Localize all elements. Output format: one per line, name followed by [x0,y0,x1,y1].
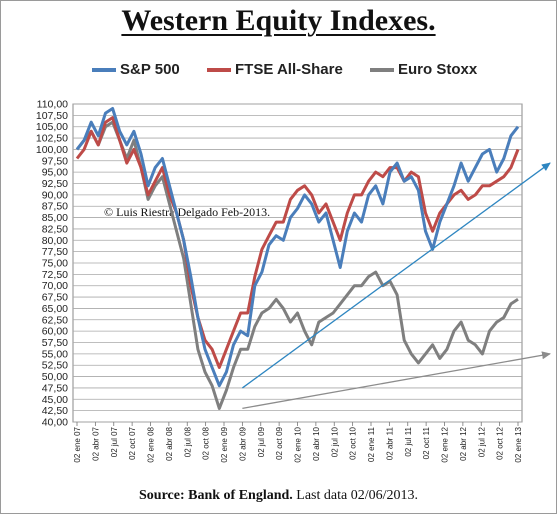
x-tick-label: 02 jul 10 [330,426,339,457]
x-tick-label: 02 abr 09 [238,426,247,460]
y-tick-label: 42,50 [42,405,68,417]
y-tick-label: 82,50 [42,223,68,235]
x-tick-label: 02 jul 07 [110,426,119,457]
x-tick-label: 02 ene 13 [514,426,523,462]
y-tick-label: 40,00 [42,417,68,429]
x-tick-label: 02 jul 11 [404,426,413,456]
legend-item-ftse: FTSE All-Share [207,61,343,78]
legend-item-eurostoxx: Euro Stoxx [370,61,477,78]
y-tick-label: 97,50 [42,155,68,167]
y-tick-label: 95,00 [42,167,68,179]
legend-label-sp500: S&P 500 [120,61,180,78]
series-line-0 [75,107,520,388]
y-tick-label: 102,50 [36,133,68,145]
y-tick-label: 65,00 [42,303,68,315]
y-tick-label: 57,50 [42,337,68,349]
x-tick-label: 02 oct 11 [422,426,431,459]
y-tick-label: 47,50 [42,382,68,394]
y-tick-label: 100,00 [36,144,68,156]
footer-source: Source: Bank of England. Last data 02/06… [0,488,557,504]
y-tick-label: 110,00 [37,99,68,111]
y-tick-label: 72,50 [42,269,68,281]
y-tick-label: 90,00 [42,189,68,201]
legend-swatch-sp500 [92,67,116,72]
y-tick-label: 105,00 [36,121,68,133]
x-tick-label: 02 ene 10 [294,426,303,462]
x-tick-label: 02 oct 10 [349,426,358,459]
y-tick-label: 77,50 [42,246,68,258]
series-line-2 [75,120,519,410]
y-tick-label: 92,50 [42,178,68,190]
legend-item-sp500: S&P 500 [92,61,180,78]
x-tick-label: 02 ene 08 [147,426,156,462]
y-tick-label: 62,50 [42,314,68,326]
y-tick-label: 107,50 [36,110,68,122]
legend: S&P 500 FTSE All-Share Euro Stoxx [0,61,557,83]
y-tick-label: 55,00 [42,348,68,360]
y-tick-label: 70,00 [42,280,68,292]
last-data-note: Last data 02/06/2013. [296,488,418,503]
chart-title: Western Equity Indexes. [121,4,436,37]
x-tick-label: 02 ene 11 [367,426,376,462]
x-tick-label: 02 abr 12 [459,426,468,460]
x-tick-label: 02 jul 12 [477,426,486,457]
y-tick-label: 75,00 [42,258,68,270]
x-tick-label: 02 oct 08 [202,426,211,459]
y-tick-label: 50,00 [42,371,68,383]
x-tick-label: 02 oct 09 [275,426,284,459]
source-label: Source: Bank of England. [139,488,293,503]
y-tick-label: 85,00 [42,212,68,224]
y-tick-label: 67,50 [42,292,68,304]
x-tick-label: 02 oct 12 [496,426,505,459]
y-tick-label: 80,00 [42,235,68,247]
y-tick-label: 52,50 [42,360,68,372]
y-tick-label: 87,50 [42,201,68,213]
x-tick-label: 02 abr 10 [312,426,321,460]
trendline-arrow [242,351,551,410]
x-tick-label: 02 ene 09 [220,426,229,462]
x-tick-label: 02 ene 12 [441,426,450,462]
y-tick-label: 45,00 [42,394,68,406]
legend-label-eurostoxx: Euro Stoxx [398,61,478,78]
x-tick-label: 02 ene 07 [73,426,82,462]
y-tick-label: 60,00 [42,326,68,338]
legend-swatch-eurostoxx [370,67,394,72]
x-tick-label: 02 oct 07 [128,426,137,459]
x-tick-label: 02 abr 07 [91,426,100,460]
legend-label-ftse: FTSE All-Share [235,61,343,78]
x-tick-label: 02 jul 08 [183,426,192,457]
x-tick-label: 02 abr 08 [165,426,174,460]
x-tick-label: 02 abr 11 [385,426,394,460]
watermark-text: © Luis Riestra Delgado Feb-2013. [104,205,270,219]
legend-swatch-ftse [207,67,231,72]
x-tick-label: 02 jul 09 [257,426,266,457]
trendline-arrow [241,162,551,389]
